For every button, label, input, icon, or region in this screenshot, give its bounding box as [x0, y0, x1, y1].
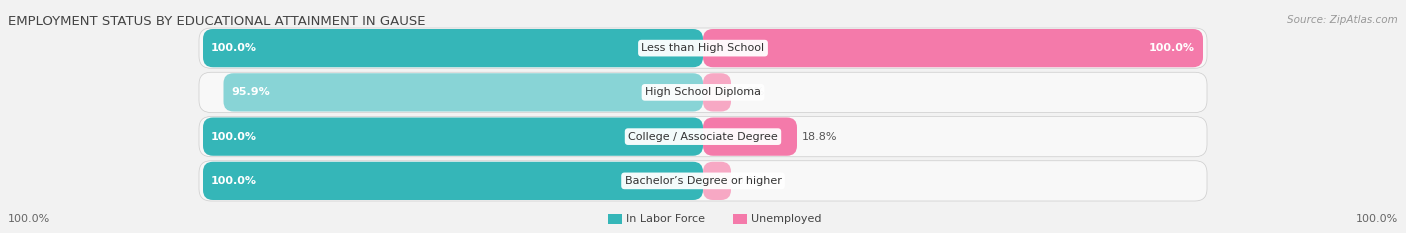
FancyBboxPatch shape — [703, 162, 731, 200]
Text: College / Associate Degree: College / Associate Degree — [628, 132, 778, 142]
FancyBboxPatch shape — [703, 29, 1204, 67]
Text: 0.0%: 0.0% — [735, 87, 765, 97]
Text: 0.0%: 0.0% — [735, 176, 765, 186]
FancyBboxPatch shape — [224, 73, 703, 112]
FancyBboxPatch shape — [202, 117, 703, 156]
Text: Unemployed: Unemployed — [751, 214, 821, 224]
Text: Source: ZipAtlas.com: Source: ZipAtlas.com — [1288, 15, 1398, 25]
FancyBboxPatch shape — [200, 116, 1206, 157]
Text: 100.0%: 100.0% — [211, 132, 257, 142]
Text: EMPLOYMENT STATUS BY EDUCATIONAL ATTAINMENT IN GAUSE: EMPLOYMENT STATUS BY EDUCATIONAL ATTAINM… — [8, 15, 426, 28]
Text: 100.0%: 100.0% — [211, 43, 257, 53]
FancyBboxPatch shape — [200, 28, 1206, 68]
Text: 18.8%: 18.8% — [801, 132, 838, 142]
FancyBboxPatch shape — [202, 162, 703, 200]
Text: Less than High School: Less than High School — [641, 43, 765, 53]
Text: 95.9%: 95.9% — [232, 87, 270, 97]
FancyBboxPatch shape — [733, 214, 747, 224]
FancyBboxPatch shape — [200, 161, 1206, 201]
Text: 100.0%: 100.0% — [1149, 43, 1195, 53]
FancyBboxPatch shape — [703, 73, 731, 112]
FancyBboxPatch shape — [703, 117, 797, 156]
Text: High School Diploma: High School Diploma — [645, 87, 761, 97]
FancyBboxPatch shape — [200, 72, 1206, 113]
FancyBboxPatch shape — [607, 214, 621, 224]
Text: 100.0%: 100.0% — [1355, 214, 1398, 224]
Text: 100.0%: 100.0% — [8, 214, 51, 224]
FancyBboxPatch shape — [202, 29, 703, 67]
Text: Bachelor’s Degree or higher: Bachelor’s Degree or higher — [624, 176, 782, 186]
Text: 100.0%: 100.0% — [211, 176, 257, 186]
Text: In Labor Force: In Labor Force — [626, 214, 704, 224]
